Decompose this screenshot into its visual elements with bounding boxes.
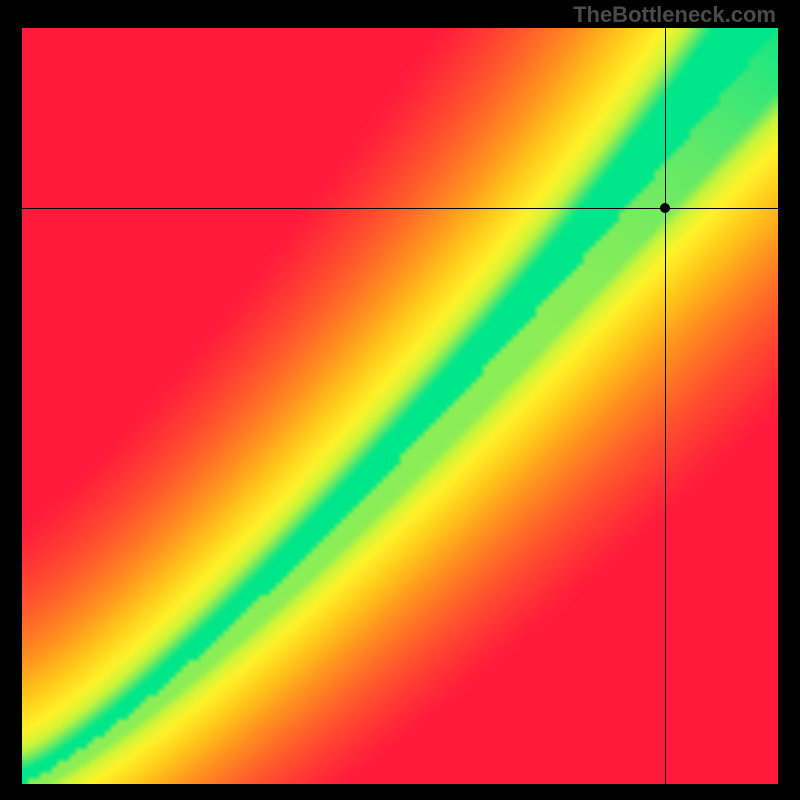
crosshair-marker-dot bbox=[660, 203, 670, 213]
heatmap-plot-area bbox=[22, 28, 778, 784]
crosshair-vertical-line bbox=[665, 28, 666, 784]
watermark-text: TheBottleneck.com bbox=[573, 2, 776, 28]
